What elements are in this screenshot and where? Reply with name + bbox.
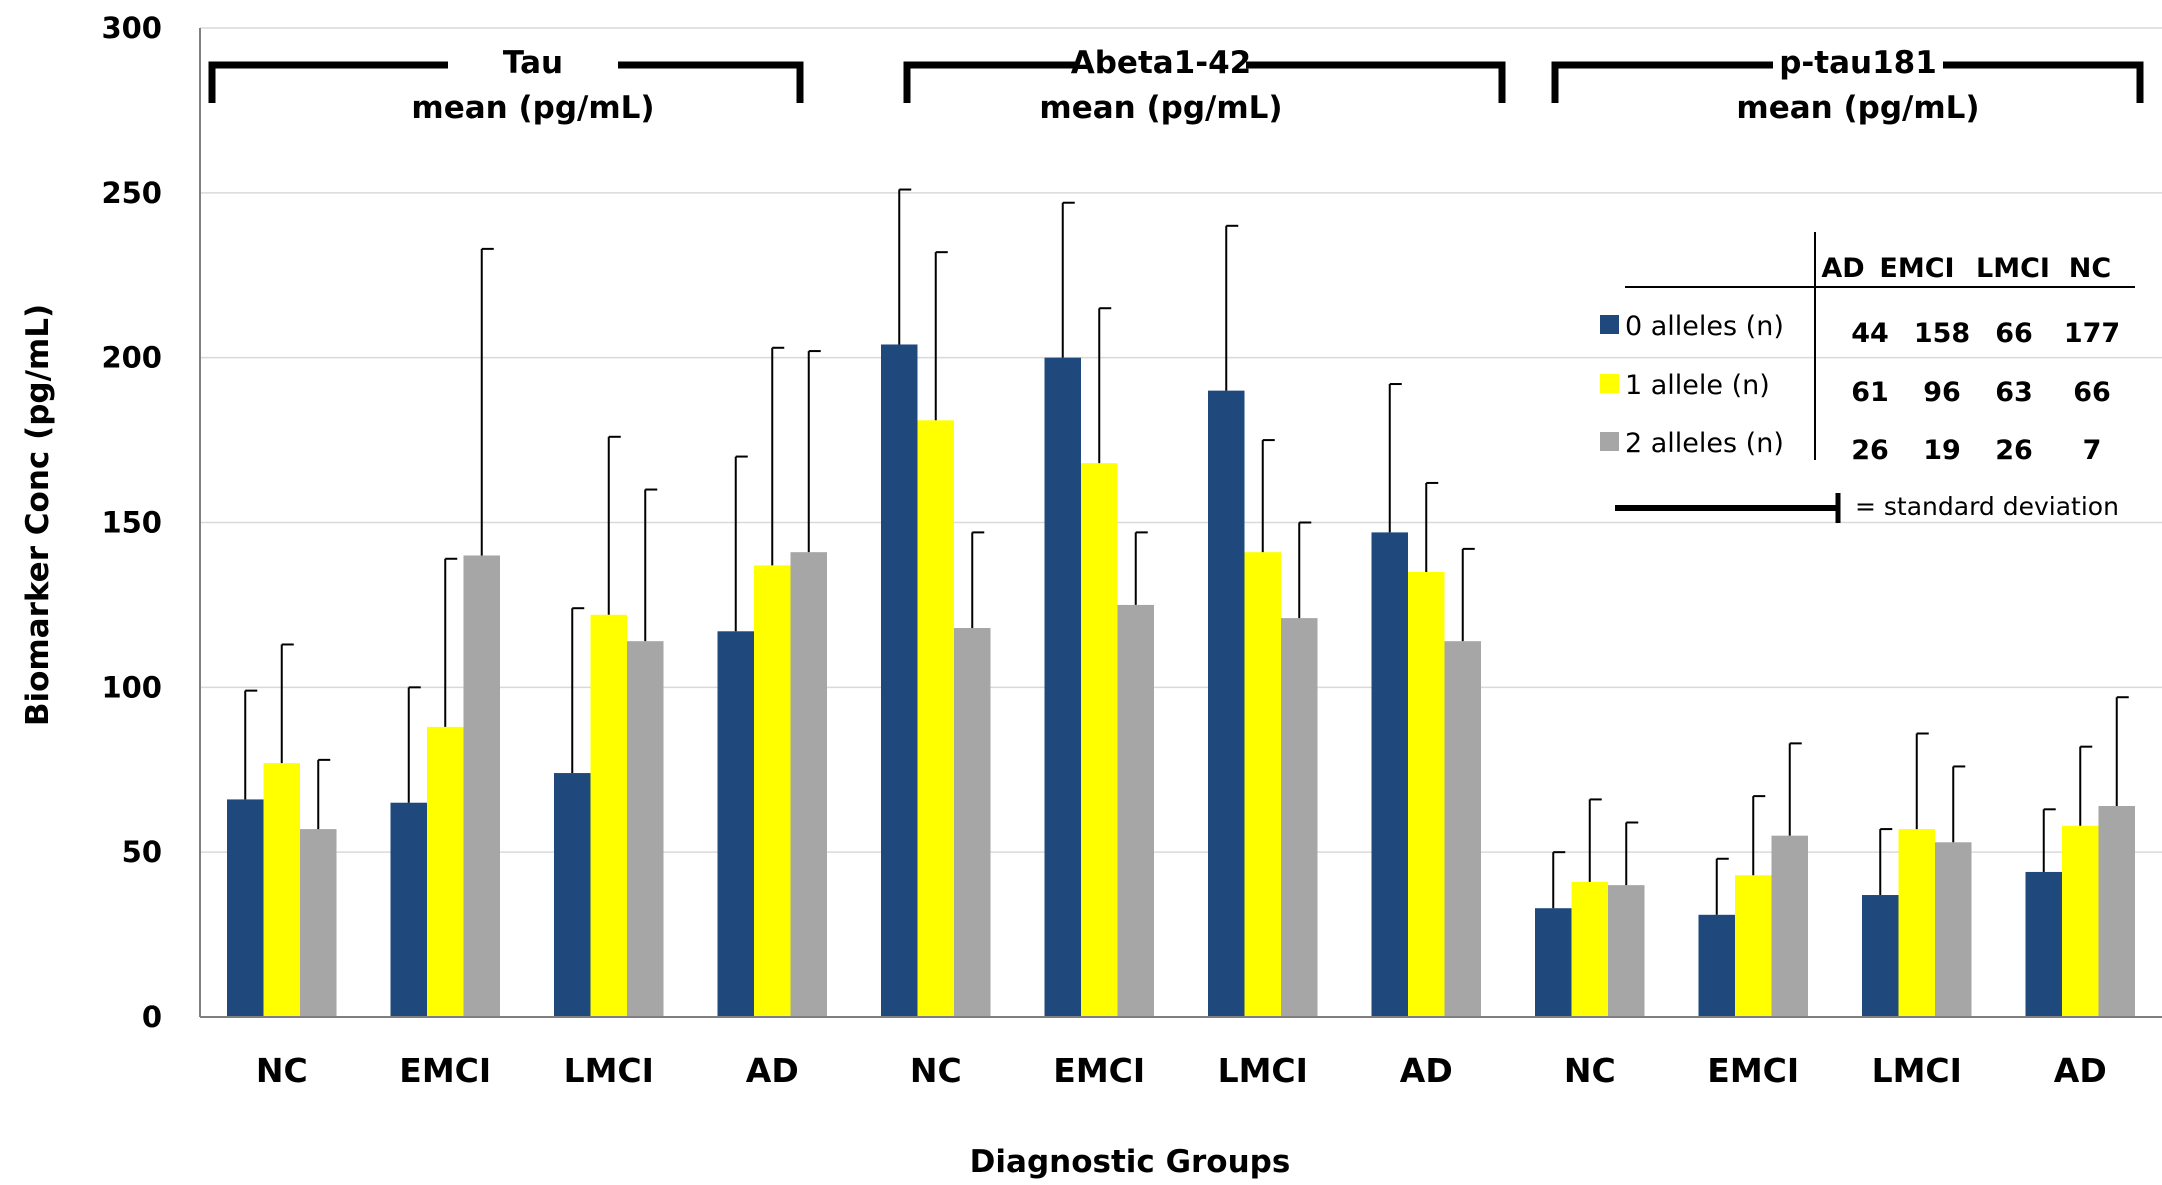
x-tick-label: EMCI bbox=[1707, 1051, 1799, 1090]
bar bbox=[227, 799, 264, 1017]
error-bars bbox=[244, 188, 2129, 915]
bar bbox=[1862, 895, 1899, 1017]
x-tick-label: AD bbox=[746, 1051, 799, 1090]
legend-col-header: EMCI bbox=[1879, 253, 1954, 284]
x-tick-label: AD bbox=[2054, 1051, 2107, 1090]
bar bbox=[1698, 914, 1735, 1017]
bar bbox=[1281, 618, 1318, 1017]
bars bbox=[227, 344, 2135, 1018]
group-subtitle: mean (pg/mL) bbox=[1039, 90, 1282, 126]
group-labels: Tau mean (pg/mL) Abeta1-42 mean (pg/mL) p-ta… bbox=[208, 45, 2144, 126]
bar bbox=[1081, 463, 1118, 1017]
legend-swatch bbox=[1600, 315, 1619, 334]
bar bbox=[1735, 875, 1772, 1017]
legend-col-header: LMCI bbox=[1976, 253, 2050, 284]
bar bbox=[1898, 829, 1935, 1017]
bar bbox=[790, 552, 827, 1017]
group-title: Tau bbox=[503, 45, 563, 81]
bar bbox=[954, 627, 991, 1017]
group-subtitle: mean (pg/mL) bbox=[411, 90, 654, 126]
legend-count: 66 bbox=[2073, 377, 2111, 408]
x-tick-label: LMCI bbox=[1872, 1051, 1962, 1090]
bar bbox=[627, 641, 664, 1017]
y-axis-label: Biomarker Conc (pg/mL) bbox=[20, 304, 56, 726]
bar bbox=[263, 763, 300, 1017]
bar bbox=[2098, 806, 2135, 1017]
y-tick-label: 50 bbox=[122, 835, 162, 869]
bar bbox=[590, 614, 627, 1017]
bar bbox=[2062, 825, 2099, 1017]
legend-col-header: AD bbox=[1821, 253, 1864, 284]
legend-swatch bbox=[1600, 374, 1619, 393]
bar bbox=[754, 565, 791, 1017]
bar bbox=[427, 726, 464, 1017]
gridlines bbox=[200, 27, 2162, 853]
group-title: Abeta1-42 bbox=[1071, 45, 1252, 81]
legend-col-header: NC bbox=[2069, 253, 2111, 284]
x-tick-label: NC bbox=[910, 1051, 962, 1090]
y-tick-label: 0 bbox=[142, 1000, 162, 1034]
legend: AD EMCI LMCI NC 0 alleles (n) 44 158 66 177 1 all… bbox=[1600, 232, 2135, 523]
bar bbox=[1208, 390, 1245, 1018]
bar bbox=[2025, 871, 2062, 1017]
legend-count: 26 bbox=[1995, 435, 2033, 466]
legend-label: 1 allele (n) bbox=[1625, 370, 1770, 401]
group-bracket bbox=[1551, 61, 2144, 103]
y-tick-label: 200 bbox=[101, 341, 162, 375]
x-axis-label: Diagnostic Groups bbox=[970, 1144, 1291, 1180]
x-tick-label: EMCI bbox=[399, 1051, 491, 1090]
bar bbox=[1044, 357, 1081, 1018]
legend-count: 26 bbox=[1851, 435, 1889, 466]
x-tick-label: NC bbox=[1564, 1051, 1616, 1090]
bar bbox=[1935, 842, 1972, 1017]
bar bbox=[1371, 532, 1408, 1017]
x-tick-label: AD bbox=[1400, 1051, 1453, 1090]
legend-count: 63 bbox=[1995, 377, 2033, 408]
x-tick-label: NC bbox=[256, 1051, 308, 1090]
y-tick-label: 150 bbox=[101, 506, 162, 540]
bar bbox=[554, 773, 591, 1017]
y-tick-label: 250 bbox=[101, 176, 162, 210]
legend-label: 2 alleles (n) bbox=[1625, 428, 1784, 459]
group-bracket bbox=[208, 61, 804, 103]
axes: 0 50 100 150 200 250 300 NC EMCI LMCI AD NC EMCI LMCI… bbox=[101, 11, 2162, 1090]
legend-count: 7 bbox=[2083, 435, 2102, 466]
legend-count: 66 bbox=[1995, 318, 2033, 349]
bar bbox=[463, 555, 500, 1017]
group-title: p-tau181 bbox=[1779, 45, 1937, 81]
y-tick-label: 100 bbox=[101, 670, 162, 704]
x-tick-label: LMCI bbox=[1218, 1051, 1308, 1090]
legend-count: 61 bbox=[1851, 377, 1889, 408]
legend-count: 44 bbox=[1851, 318, 1889, 349]
bar bbox=[1535, 908, 1572, 1017]
bar bbox=[1571, 881, 1608, 1017]
bar bbox=[717, 631, 754, 1017]
group-subtitle: mean (pg/mL) bbox=[1736, 90, 1979, 126]
group-bracket bbox=[903, 61, 1506, 103]
legend-count: 96 bbox=[1923, 377, 1961, 408]
bar bbox=[1444, 641, 1481, 1017]
legend-count: 177 bbox=[2064, 318, 2120, 349]
bar bbox=[1117, 604, 1154, 1017]
bar bbox=[917, 420, 954, 1017]
bar bbox=[390, 802, 427, 1017]
legend-count: 19 bbox=[1923, 435, 1961, 466]
bar bbox=[1771, 835, 1808, 1017]
x-tick-label: LMCI bbox=[564, 1051, 654, 1090]
bar bbox=[1408, 571, 1445, 1017]
bar bbox=[1244, 552, 1281, 1017]
legend-label: 0 alleles (n) bbox=[1625, 311, 1784, 342]
y-tick-label: 300 bbox=[101, 11, 162, 45]
legend-swatch bbox=[1600, 432, 1619, 451]
bar bbox=[881, 344, 918, 1018]
bar bbox=[1608, 885, 1645, 1017]
bar bbox=[300, 829, 337, 1017]
legend-count: 158 bbox=[1914, 318, 1970, 349]
sd-key-label: = standard deviation bbox=[1855, 492, 2119, 521]
x-tick-label: EMCI bbox=[1053, 1051, 1145, 1090]
